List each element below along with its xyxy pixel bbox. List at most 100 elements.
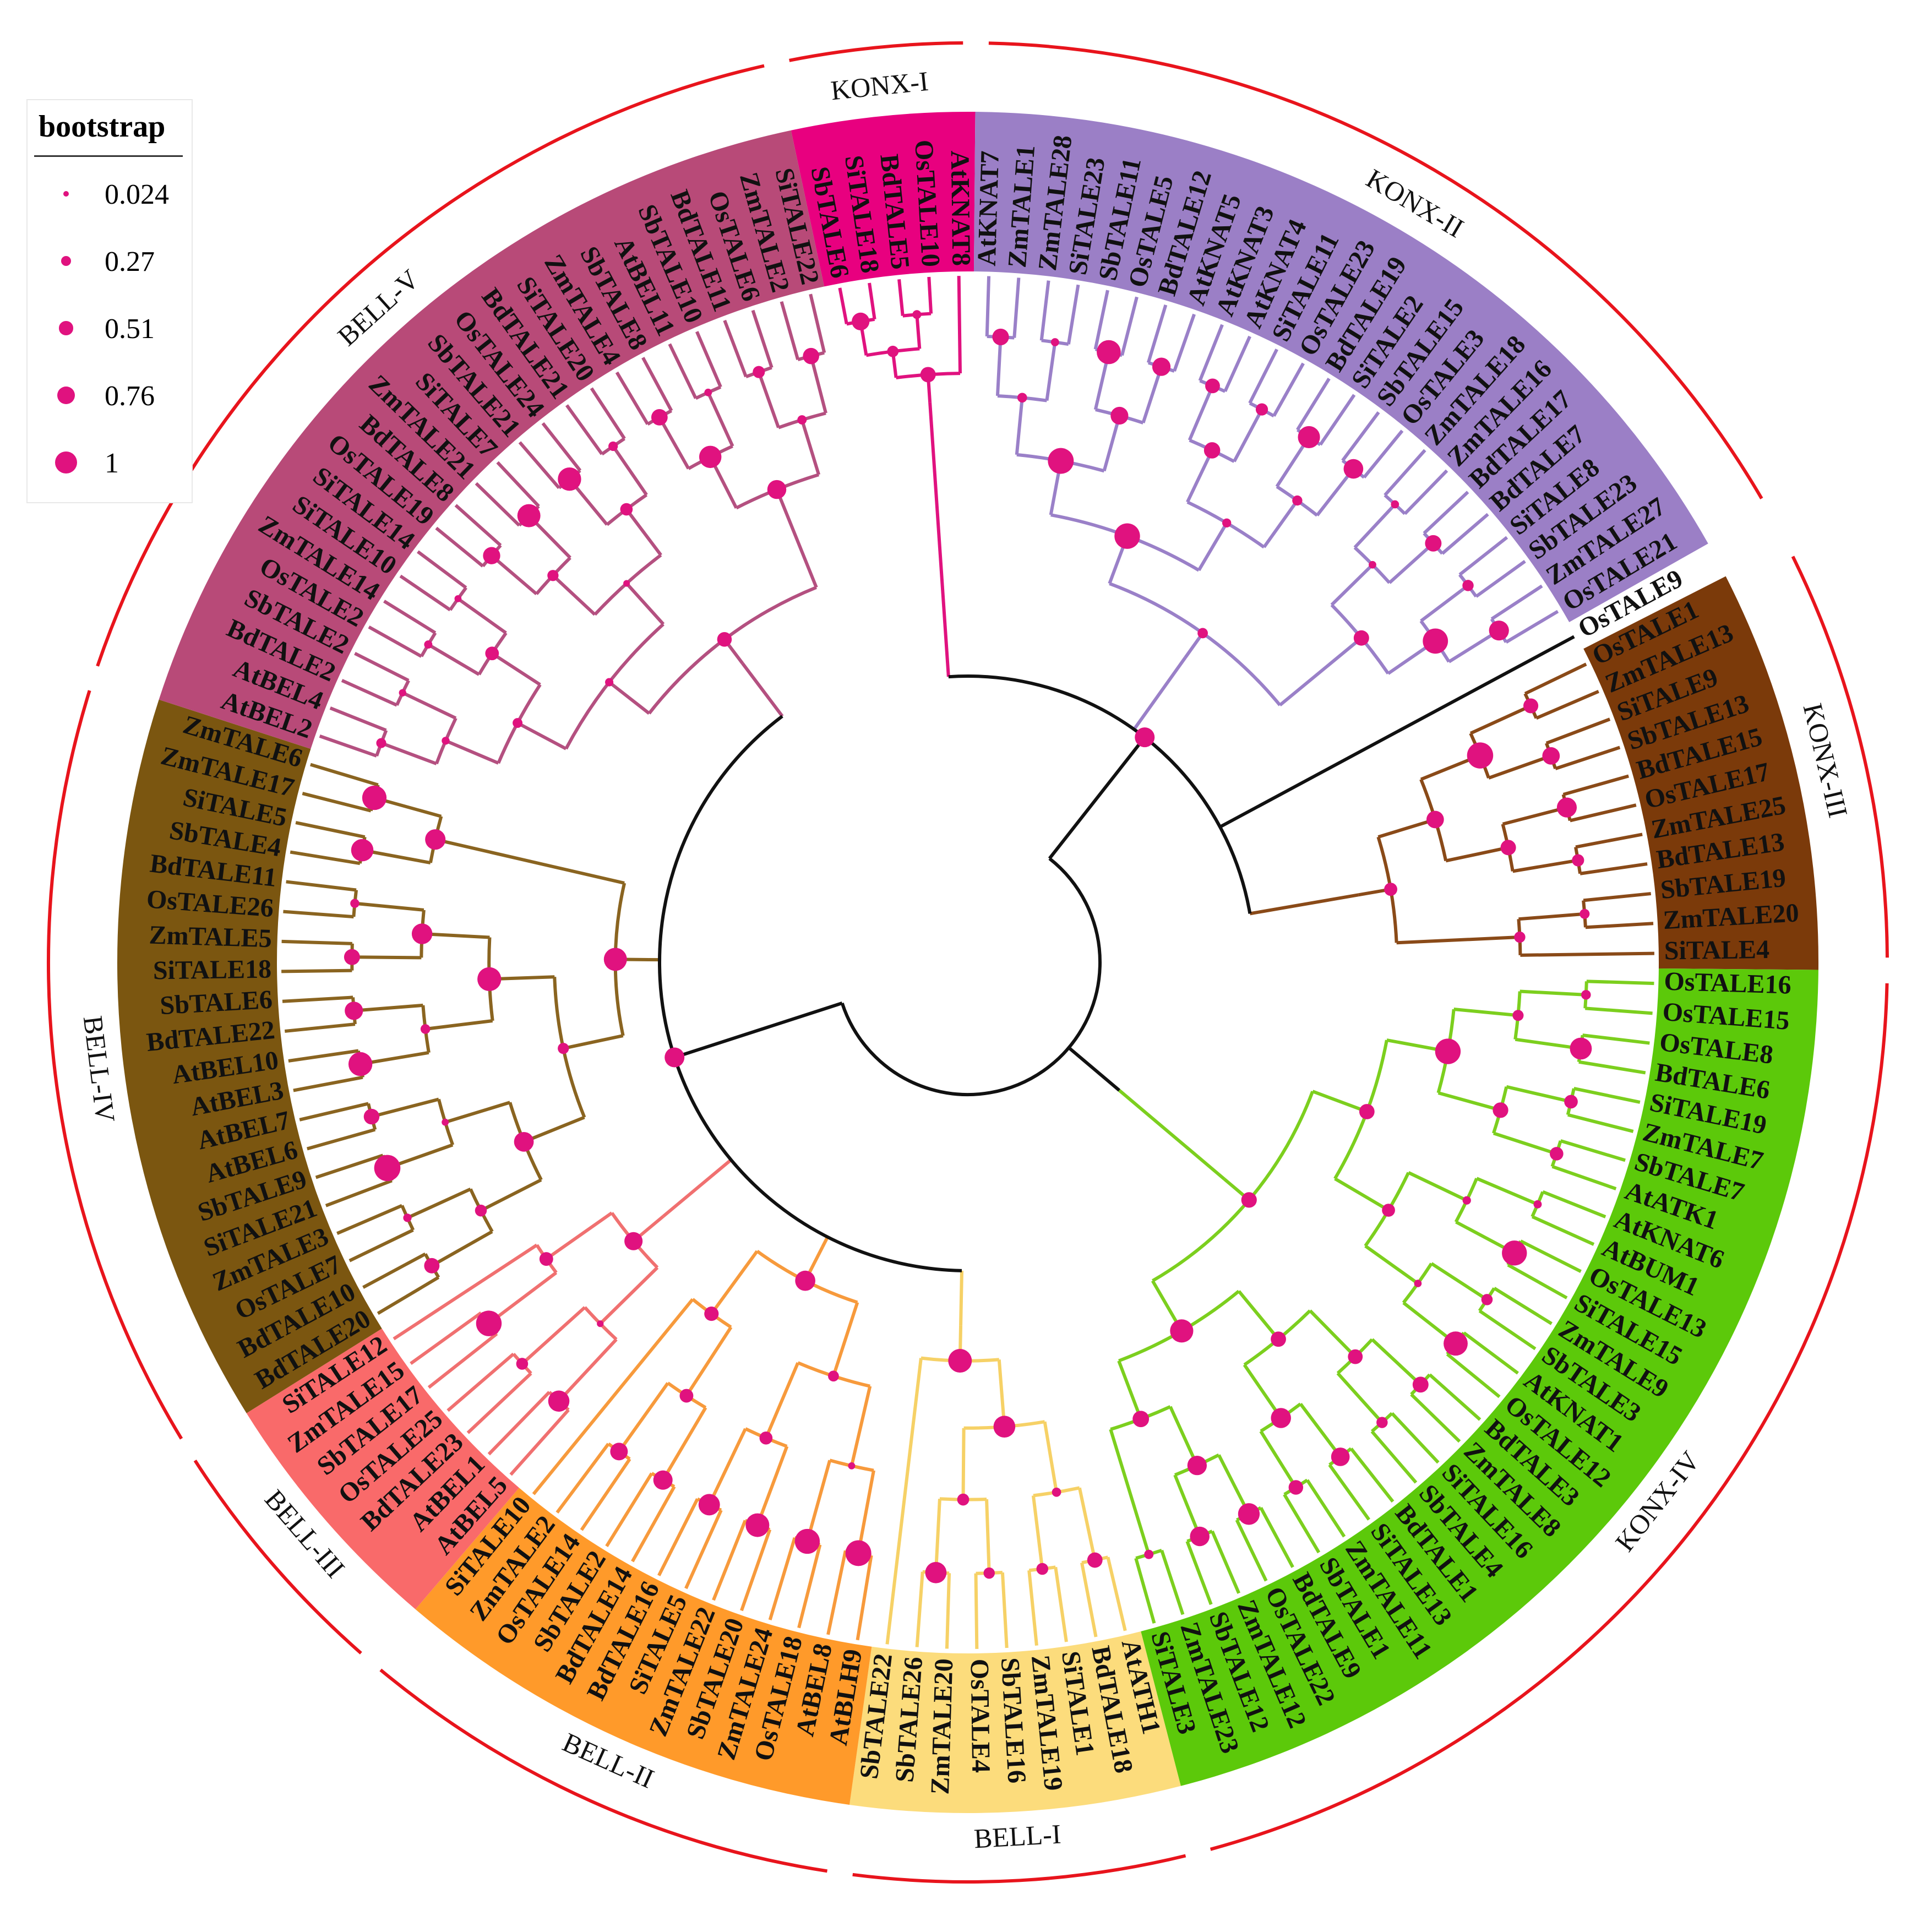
branch [354,652,410,682]
bootstrap-node [1426,810,1444,829]
branch [775,488,818,589]
bootstrap-node [1382,1204,1395,1217]
branch [617,1382,669,1453]
branch [1453,1008,1518,1017]
bootstrap-node [1550,1147,1564,1161]
branch [608,681,650,715]
branch [1573,1087,1641,1104]
branch [1531,1215,1595,1246]
branch [1512,858,1578,873]
branch [838,287,848,324]
branch [286,880,357,892]
branch [1299,1403,1342,1458]
branch [1520,951,1654,957]
legend-label: 0.27 [105,246,155,277]
backbone-branch [840,857,1102,1096]
branch [805,1460,832,1542]
branch [541,422,582,472]
branch [310,763,379,787]
branch [281,939,352,945]
branch [293,1075,363,1092]
bootstrap-node [475,1204,487,1217]
branch [756,1445,789,1526]
bootstrap-node [597,1320,604,1327]
branch [1396,935,1520,945]
branch [857,1470,875,1554]
branch [868,282,876,320]
bootstrap-node [887,345,899,357]
branch [288,1049,359,1063]
clade-band [1583,576,1818,970]
legend-item: 0.76 [28,368,192,423]
branch [521,1306,586,1365]
branch [1249,893,1359,916]
clade-band [973,112,1708,623]
clade-name: BELL-IV [78,1014,121,1124]
bootstrap-node [845,1540,872,1566]
branch [1391,1412,1440,1464]
branch [741,662,784,717]
bootstrap-node [516,1358,529,1370]
bootstrap-node [483,547,500,564]
bootstrap-node [1500,840,1516,856]
branch [856,1555,873,1641]
branch [1243,1364,1283,1419]
branch [1420,584,1469,623]
branch [518,441,560,489]
bootstrap-node [925,1561,947,1583]
bootstrap-node [704,388,712,396]
branch [580,1458,631,1531]
bootstrap-node [514,1131,534,1152]
branch [625,582,665,625]
branch [764,1362,800,1439]
bootstrap-node [548,1390,570,1412]
clade-arc [379,1668,827,1873]
branch [1283,1493,1321,1554]
bootstrap-node [1271,1331,1286,1347]
backbone-branch [1048,736,1146,860]
branch [341,679,398,707]
branch [406,1187,471,1220]
bootstrap-node [1580,908,1590,919]
branch [1493,1287,1553,1325]
branch [329,706,387,732]
branch [915,1571,924,1647]
bootstrap-node-layer [344,310,1592,1583]
bootstrap-node [920,367,936,383]
branch [1423,491,1469,535]
branch [1015,397,1024,455]
branch [1146,304,1168,363]
branch [496,461,540,508]
bootstrap-node [603,948,627,971]
branch [281,968,352,973]
bootstrap-node [759,1431,773,1445]
bootstrap-node [454,595,462,602]
bootstrap-node [1512,1010,1524,1021]
clade-band [791,111,976,287]
bootstrap-node [992,328,1009,346]
bootstrap-node [476,1310,502,1336]
branch [302,792,372,813]
branch [1080,1562,1098,1637]
bootstrap-node [547,570,559,581]
bootstrap-node [803,347,819,364]
branch [927,276,933,314]
leaf-label: OsTALE10 [909,139,945,268]
branch [658,416,690,470]
bootstrap-node [1570,1037,1592,1060]
leaf-label: SiTALE4 [1664,935,1769,965]
branch [1478,1309,1537,1351]
bootstrap-node [1331,1447,1350,1466]
bootstrap-node [1423,628,1448,654]
branch [821,1236,829,1248]
bootstrap-node [1412,1376,1429,1393]
legend-dot [57,386,75,405]
bootstrap-node [1353,630,1369,646]
branch [1188,385,1214,441]
branch [563,1034,624,1051]
branch [523,1115,585,1144]
bootstrap-node [1292,495,1303,506]
branch [371,1097,439,1119]
branch [532,1298,694,1495]
branch [283,910,354,919]
